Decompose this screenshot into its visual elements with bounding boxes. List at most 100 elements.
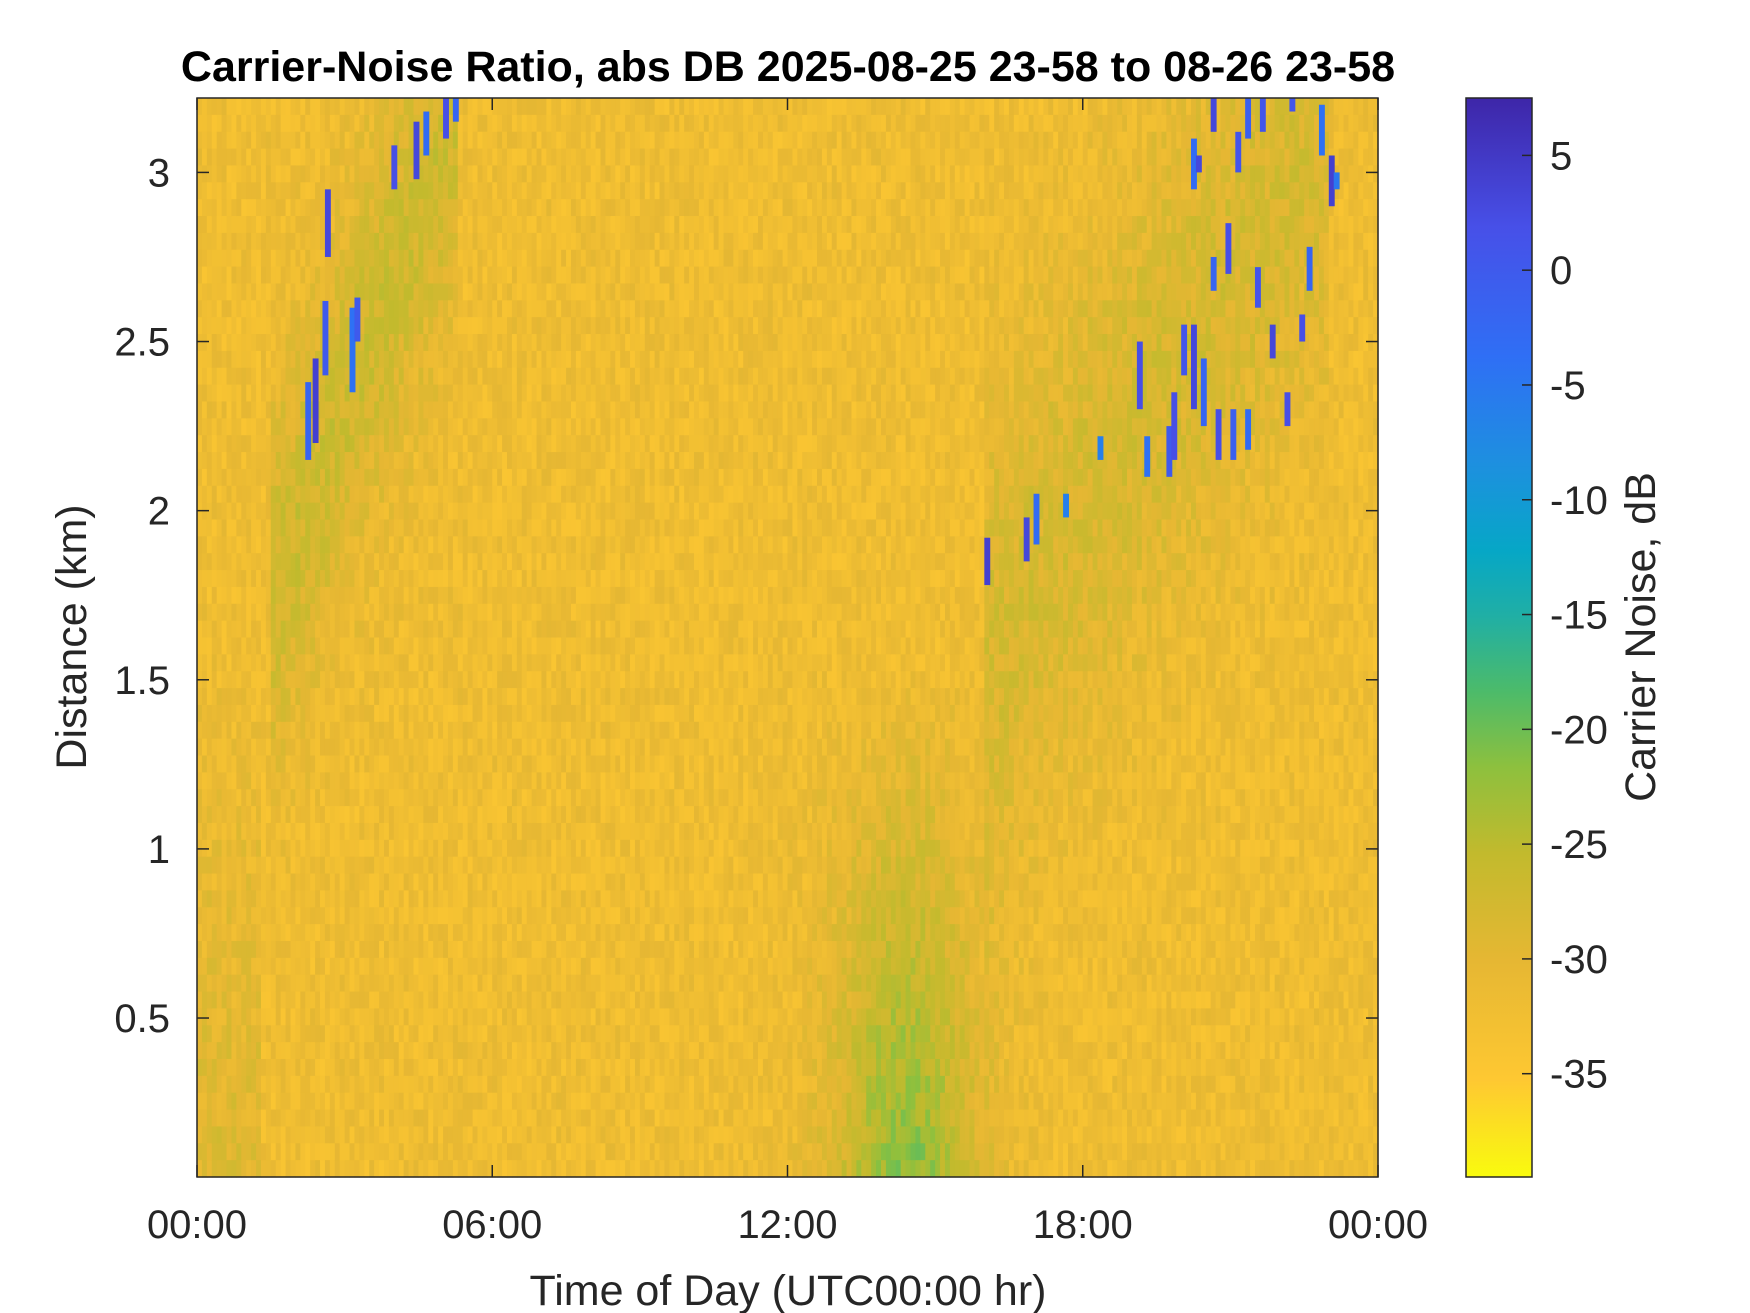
heatmap-cell (521, 755, 528, 773)
heatmap-cell (447, 688, 454, 706)
heatmap-cell (236, 738, 242, 757)
heatmap-cell (260, 114, 267, 133)
heatmap-cell (521, 738, 528, 757)
heatmap-cell (551, 148, 557, 167)
heatmap-cell (383, 822, 390, 841)
heatmap-cell (492, 199, 498, 217)
heatmap-cell (344, 1042, 351, 1060)
heatmap-cell (388, 266, 395, 285)
heatmap-cell (546, 620, 552, 639)
heatmap-cell (374, 974, 380, 993)
heatmap-cell (403, 131, 410, 150)
heatmap-cell (521, 822, 528, 841)
heatmap-cell (546, 452, 552, 470)
heatmap-cell (516, 806, 523, 824)
heatmap-cell (246, 671, 252, 689)
heatmap-cell (516, 249, 523, 268)
heatmap-cell (511, 721, 518, 740)
heatmap-cell (388, 350, 395, 369)
heatmap-cell (570, 991, 577, 1010)
heatmap-cell (300, 1160, 306, 1178)
heatmap-cell (201, 974, 208, 993)
heatmap-cell (364, 991, 370, 1010)
heatmap-cell (374, 755, 380, 773)
heatmap-cell (324, 384, 331, 403)
heatmap-cell (197, 570, 203, 588)
heatmap-cell (226, 1143, 233, 1161)
heatmap-cell (536, 502, 543, 521)
heatmap-cell (285, 738, 292, 757)
heatmap-cell (566, 1025, 572, 1043)
heatmap-cell (521, 367, 528, 386)
heatmap-cell (270, 570, 277, 588)
heatmap-cell (275, 873, 282, 891)
heatmap-cell (462, 367, 469, 386)
heatmap-cell (541, 401, 547, 419)
heatmap-cell (403, 873, 410, 891)
heatmap-cell (300, 98, 306, 116)
heatmap-cell (423, 721, 429, 740)
heatmap-cell (403, 334, 410, 352)
heatmap-cell (462, 317, 469, 335)
heatmap-cell (251, 1058, 257, 1077)
heatmap-cell (556, 98, 562, 116)
heatmap-cell (354, 570, 360, 588)
heatmap-cell (300, 654, 306, 672)
heatmap-cell (246, 637, 252, 655)
heatmap-cell (285, 570, 292, 588)
heatmap-cell (280, 957, 287, 976)
heatmap-cell (507, 350, 513, 369)
heatmap-cell (241, 940, 247, 959)
heatmap-cell (511, 991, 518, 1010)
heatmap-cell (226, 317, 233, 335)
heatmap-cell (374, 131, 380, 150)
heatmap-cell (398, 300, 405, 318)
heatmap-cell (256, 856, 262, 875)
heatmap-cell (502, 435, 508, 453)
heatmap-cell (339, 182, 346, 200)
heatmap-cell (388, 789, 395, 807)
heatmap-cell (575, 216, 582, 234)
heatmap-cell (492, 452, 498, 470)
heatmap-cell (477, 974, 484, 993)
heatmap-cell (418, 1109, 424, 1128)
heatmap-cell (472, 468, 479, 487)
heatmap-cell (206, 334, 213, 352)
heatmap-cell (241, 620, 247, 639)
heatmap-cell (246, 502, 252, 521)
heatmap-cell (428, 789, 434, 807)
heatmap-cell (339, 991, 346, 1010)
heatmap-cell (472, 654, 479, 672)
heatmap-cell (236, 401, 242, 419)
heatmap-cell (516, 114, 523, 133)
heatmap-cell (280, 688, 287, 706)
heatmap-cell (428, 384, 434, 403)
heatmap-cell (526, 300, 533, 318)
heatmap-cell (275, 704, 282, 723)
heatmap-cell (246, 317, 252, 335)
heatmap-cell (275, 671, 282, 689)
heatmap-cell (270, 856, 277, 875)
heatmap-cell (246, 401, 252, 419)
heatmap-cell (246, 384, 252, 403)
heatmap-cell (403, 1008, 410, 1026)
heatmap-cell (516, 435, 523, 453)
heatmap-cell (211, 519, 218, 537)
heatmap-cell (241, 283, 247, 301)
heatmap-cell (320, 502, 326, 521)
heatmap-cell (428, 873, 434, 891)
heatmap-cell (320, 873, 326, 891)
heatmap-cell (197, 232, 203, 251)
heatmap-cell (447, 1109, 454, 1128)
heatmap-cell (251, 873, 257, 891)
heatmap-cell (329, 654, 336, 672)
heatmap-cell (575, 519, 582, 537)
heatmap-cell (290, 536, 297, 554)
heatmap-cell (231, 148, 237, 167)
heatmap-cell (374, 620, 380, 639)
heatmap-cell (447, 924, 454, 942)
heatmap-cell (502, 1075, 508, 1094)
heatmap-cell (393, 806, 400, 824)
heatmap-cell (275, 485, 282, 504)
heatmap-cell (546, 873, 552, 891)
